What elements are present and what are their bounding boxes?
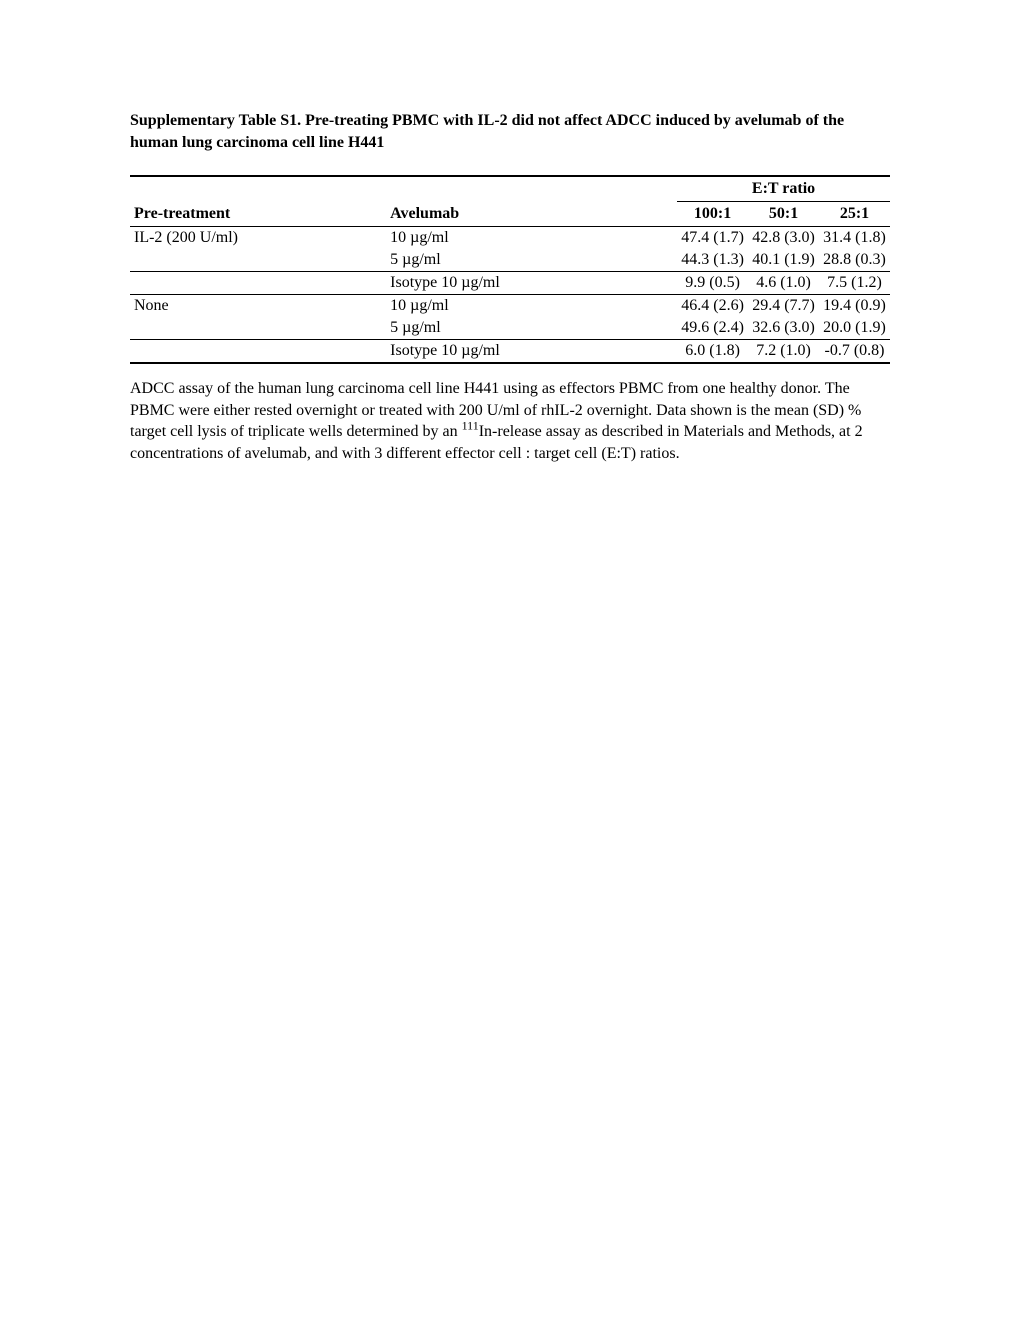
blank-cell [130, 272, 386, 295]
blank-cell [386, 176, 677, 202]
cell-avelumab: Isotype 10 µg/ml [386, 340, 677, 364]
table-row: IL-2 (200 U/ml) 10 µg/ml 47.4 (1.7) 42.8… [130, 227, 890, 250]
data-table: E:T ratio Pre-treatment Avelumab 100:1 5… [130, 175, 890, 364]
cell-value: 46.4 (2.6) [677, 295, 748, 318]
table-row: 5 µg/ml 44.3 (1.3) 40.1 (1.9) 28.8 (0.3) [130, 249, 890, 272]
header-avelumab: Avelumab [386, 202, 677, 227]
table-header-group-row: E:T ratio [130, 176, 890, 202]
cell-value: 31.4 (1.8) [819, 227, 890, 250]
table-row: None 10 µg/ml 46.4 (2.6) 29.4 (7.7) 19.4… [130, 295, 890, 318]
cell-pretreatment: None [130, 295, 386, 318]
table-row: Isotype 10 µg/ml 9.9 (0.5) 4.6 (1.0) 7.5… [130, 272, 890, 295]
cell-avelumab: Isotype 10 µg/ml [386, 272, 677, 295]
table-caption: ADCC assay of the human lung carcinoma c… [130, 378, 890, 464]
cell-avelumab: 10 µg/ml [386, 295, 677, 318]
cell-value: 44.3 (1.3) [677, 249, 748, 272]
caption-superscript: 111 [462, 419, 479, 433]
cell-value: 49.6 (2.4) [677, 317, 748, 340]
header-100-1: 100:1 [677, 202, 748, 227]
cell-pretreatment: IL-2 (200 U/ml) [130, 227, 386, 250]
blank-cell [130, 176, 386, 202]
cell-avelumab: 10 µg/ml [386, 227, 677, 250]
cell-value: 42.8 (3.0) [748, 227, 819, 250]
cell-value: 9.9 (0.5) [677, 272, 748, 295]
table-row: 5 µg/ml 49.6 (2.4) 32.6 (3.0) 20.0 (1.9) [130, 317, 890, 340]
cell-value: 32.6 (3.0) [748, 317, 819, 340]
header-25-1: 25:1 [819, 202, 890, 227]
cell-value: 29.4 (7.7) [748, 295, 819, 318]
cell-value: 28.8 (0.3) [819, 249, 890, 272]
cell-value: 7.2 (1.0) [748, 340, 819, 364]
header-et-ratio: E:T ratio [677, 176, 890, 202]
cell-value: 19.4 (0.9) [819, 295, 890, 318]
cell-value: 6.0 (1.8) [677, 340, 748, 364]
table-title: Supplementary Table S1. Pre-treating PBM… [130, 110, 890, 153]
blank-cell [130, 340, 386, 364]
cell-value: 40.1 (1.9) [748, 249, 819, 272]
cell-value: 7.5 (1.2) [819, 272, 890, 295]
cell-value: 47.4 (1.7) [677, 227, 748, 250]
cell-avelumab: 5 µg/ml [386, 249, 677, 272]
cell-value: 20.0 (1.9) [819, 317, 890, 340]
cell-value: -0.7 (0.8) [819, 340, 890, 364]
table-header-row: Pre-treatment Avelumab 100:1 50:1 25:1 [130, 202, 890, 227]
header-pretreatment: Pre-treatment [130, 202, 386, 227]
blank-cell [130, 249, 386, 272]
cell-avelumab: 5 µg/ml [386, 317, 677, 340]
header-50-1: 50:1 [748, 202, 819, 227]
cell-value: 4.6 (1.0) [748, 272, 819, 295]
blank-cell [130, 317, 386, 340]
document-page: Supplementary Table S1. Pre-treating PBM… [0, 0, 1020, 465]
table-row: Isotype 10 µg/ml 6.0 (1.8) 7.2 (1.0) -0.… [130, 340, 890, 364]
